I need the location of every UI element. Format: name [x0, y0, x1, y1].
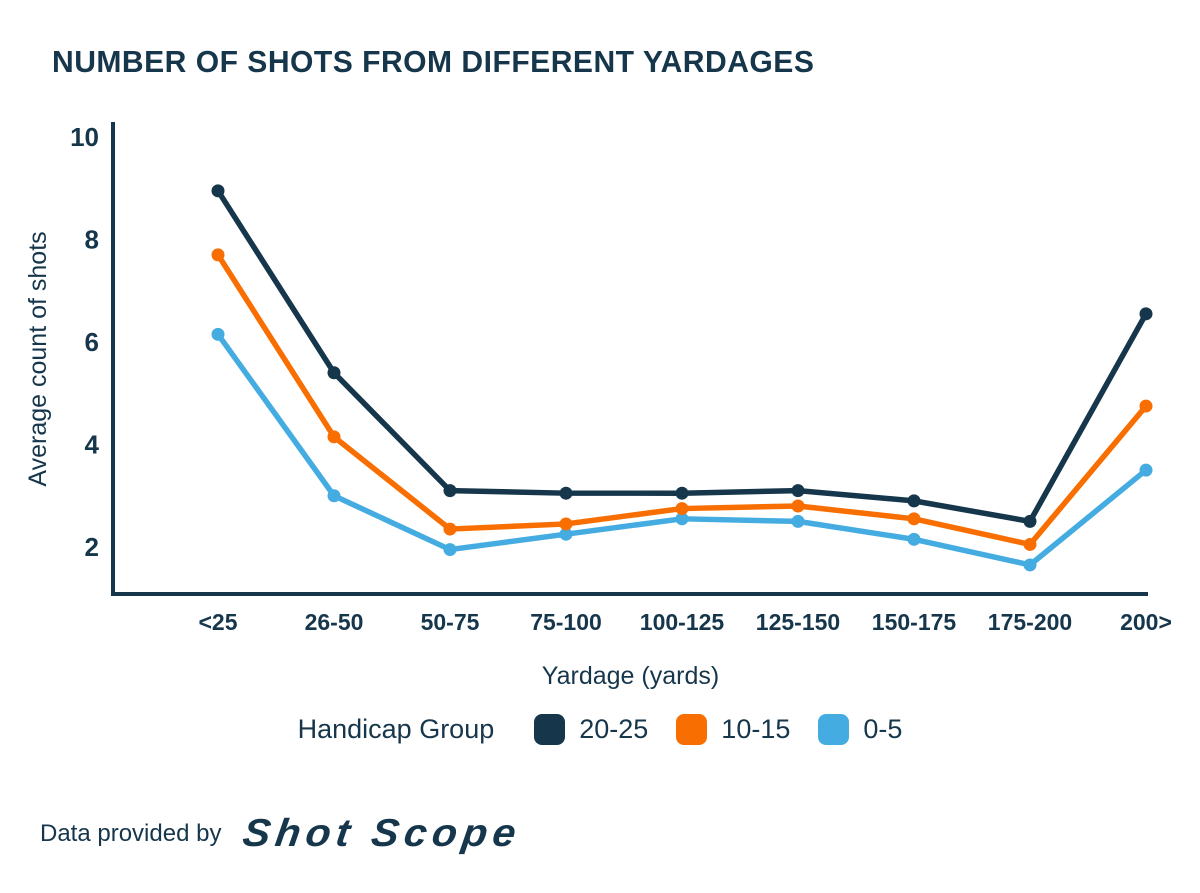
data-point-0-5-50-75 — [443, 543, 457, 557]
y-tick-label: 6 — [85, 327, 99, 357]
legend: Handicap Group 20-25 10-15 0-5 — [0, 714, 1200, 745]
x-tick-label: 75-100 — [530, 609, 602, 635]
x-tick-label: 150-175 — [872, 609, 957, 635]
footer: Data provided by Shot Scope — [40, 812, 524, 856]
legend-title: Handicap Group — [297, 714, 495, 744]
x-tick-label: 50-75 — [421, 609, 480, 635]
x-tick-label: 100-125 — [640, 609, 725, 635]
y-tick-label: 2 — [85, 532, 99, 562]
legend-swatch-0-5 — [818, 714, 850, 745]
y-axis-title: Average count of shots — [24, 231, 52, 486]
data-point-0-5-26-50 — [327, 489, 341, 503]
legend-swatch-20-25 — [534, 714, 566, 745]
data-point-20-25-175-200 — [1023, 514, 1037, 528]
data-point-20-25-50-75 — [443, 484, 457, 498]
data-point-20-25-<25 — [211, 184, 225, 198]
x-tick-label: 26-50 — [305, 609, 364, 635]
data-point-20-25-150-175 — [907, 494, 921, 508]
data-point-20-25-26-50 — [327, 366, 341, 380]
data-point-0-5-75-100 — [559, 527, 573, 541]
y-tick-label: 10 — [70, 122, 99, 152]
data-point-10-15-75-100 — [559, 517, 573, 531]
data-point-0-5-175-200 — [1023, 558, 1037, 572]
legend-item-20-25: 20-25 — [534, 714, 648, 745]
data-point-20-25-75-100 — [559, 486, 573, 500]
x-tick-label: 200> — [1120, 609, 1172, 635]
data-point-10-15-100-125 — [675, 502, 689, 516]
data-point-10-15-<25 — [211, 248, 225, 262]
axis-lines — [111, 122, 1148, 596]
x-axis-title: Yardage (yards) — [542, 662, 719, 690]
data-point-20-25-200> — [1139, 307, 1153, 321]
y-tick-label: 4 — [85, 430, 100, 460]
data-point-10-15-200> — [1139, 399, 1153, 413]
footer-attribution-text: Data provided by — [40, 820, 222, 847]
data-point-0-5-100-125 — [675, 512, 689, 526]
series-line-20-25 — [215, 188, 1149, 525]
legend-label-10-15: 10-15 — [721, 714, 791, 744]
data-point-10-15-26-50 — [327, 430, 341, 444]
data-point-20-25-100-125 — [675, 486, 689, 500]
legend-item-10-15: 10-15 — [676, 714, 790, 745]
page-title: NUMBER OF SHOTS FROM DIFFERENT YARDAGES — [52, 44, 815, 79]
data-point-10-15-125-150 — [791, 499, 805, 513]
x-tick-label: 175-200 — [988, 609, 1072, 635]
shot-scope-logo: Shot Scope — [240, 812, 525, 855]
data-point-0-5-150-175 — [907, 532, 921, 546]
y-tick-label: 8 — [85, 225, 99, 255]
data-point-10-15-175-200 — [1023, 537, 1037, 551]
data-point-20-25-125-150 — [791, 484, 805, 498]
x-tick-label: <25 — [198, 609, 237, 635]
data-point-10-15-150-175 — [907, 512, 921, 526]
data-point-10-15-50-75 — [443, 522, 457, 536]
x-tick-label: 125-150 — [756, 609, 840, 635]
series-line-0-5 — [215, 331, 1149, 568]
legend-label-20-25: 20-25 — [579, 714, 649, 744]
legend-swatch-10-15 — [676, 714, 708, 745]
legend-item-0-5: 0-5 — [818, 714, 902, 745]
legend-label-0-5: 0-5 — [863, 714, 903, 744]
data-point-0-5-<25 — [211, 327, 225, 341]
data-point-0-5-200> — [1139, 463, 1153, 477]
data-point-0-5-125-150 — [791, 514, 805, 528]
